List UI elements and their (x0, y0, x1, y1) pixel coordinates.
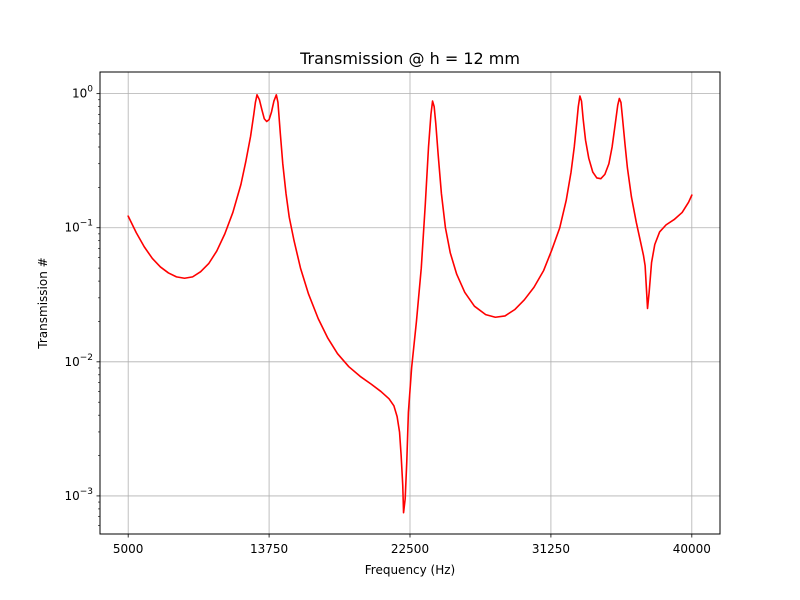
y-axis-label: Transmission # (36, 257, 50, 349)
tick-layer: 5000 13750 22500 31250 40000 10−3 10−2 10−1 100 (64, 85, 710, 556)
series-line (127, 94, 693, 514)
grid-layer (100, 72, 720, 534)
x-axis-label: Frequency (Hz) (365, 563, 456, 577)
y-tick-label: 10−2 (64, 353, 93, 369)
y-tick-label: 100 (72, 85, 93, 101)
x-tick-label: 31250 (532, 542, 570, 556)
y-tick-label: 10−1 (64, 219, 93, 235)
x-tick-label: 5000 (113, 542, 144, 556)
series-layer (127, 94, 693, 514)
x-tick-label: 40000 (673, 542, 711, 556)
x-tick-label: 13750 (250, 542, 288, 556)
x-tick-label: 22500 (391, 542, 429, 556)
chart-title: Transmission @ h = 12 mm (299, 49, 520, 68)
y-tick-label: 10−3 (64, 487, 93, 503)
